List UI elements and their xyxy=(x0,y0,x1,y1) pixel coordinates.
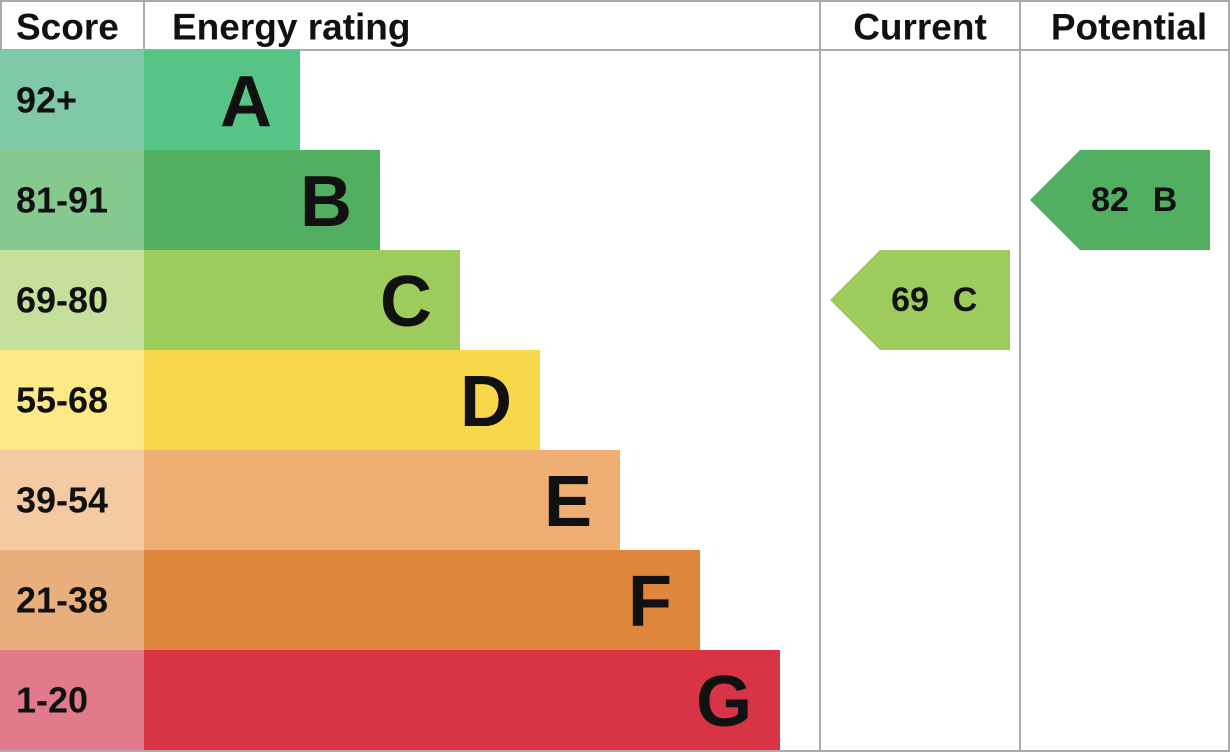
band-letter: C xyxy=(380,262,432,342)
score-label: 39-54 xyxy=(16,480,108,521)
current-value: 69 xyxy=(891,281,929,319)
score-label: 1-20 xyxy=(16,680,88,721)
band-letter: D xyxy=(460,362,512,442)
header-potential: Potential xyxy=(1051,7,1207,48)
score-label: 81-91 xyxy=(16,180,108,221)
potential-value: 82 xyxy=(1091,181,1129,219)
score-label: 92+ xyxy=(16,80,77,121)
band-letter: E xyxy=(544,462,592,542)
score-label: 21-38 xyxy=(16,580,108,621)
score-label: 69-80 xyxy=(16,280,108,321)
score-label: 55-68 xyxy=(16,380,108,421)
band-letter: G xyxy=(696,662,752,742)
potential-letter: B xyxy=(1153,181,1178,219)
score-cell xyxy=(0,250,144,350)
score-cell xyxy=(0,50,144,150)
score-cell xyxy=(0,550,144,650)
header-score: Score xyxy=(16,7,119,48)
score-cell xyxy=(0,150,144,250)
rating-bar xyxy=(144,450,620,550)
header-rating: Energy rating xyxy=(172,7,411,48)
band-letter: B xyxy=(300,162,352,242)
score-cell xyxy=(0,450,144,550)
score-cell xyxy=(0,350,144,450)
rating-bar xyxy=(144,150,380,250)
band-letter: A xyxy=(220,62,272,142)
potential-arrow xyxy=(1030,150,1210,250)
score-cell xyxy=(0,650,144,750)
current-letter: C xyxy=(953,281,978,319)
rating-bar xyxy=(144,650,780,750)
rating-bar xyxy=(144,250,460,350)
current-arrow xyxy=(830,250,1010,350)
rating-bar xyxy=(144,50,300,150)
rating-bar xyxy=(144,550,700,650)
rating-bar xyxy=(144,350,540,450)
header-current: Current xyxy=(853,7,987,48)
band-letter: F xyxy=(628,562,672,642)
